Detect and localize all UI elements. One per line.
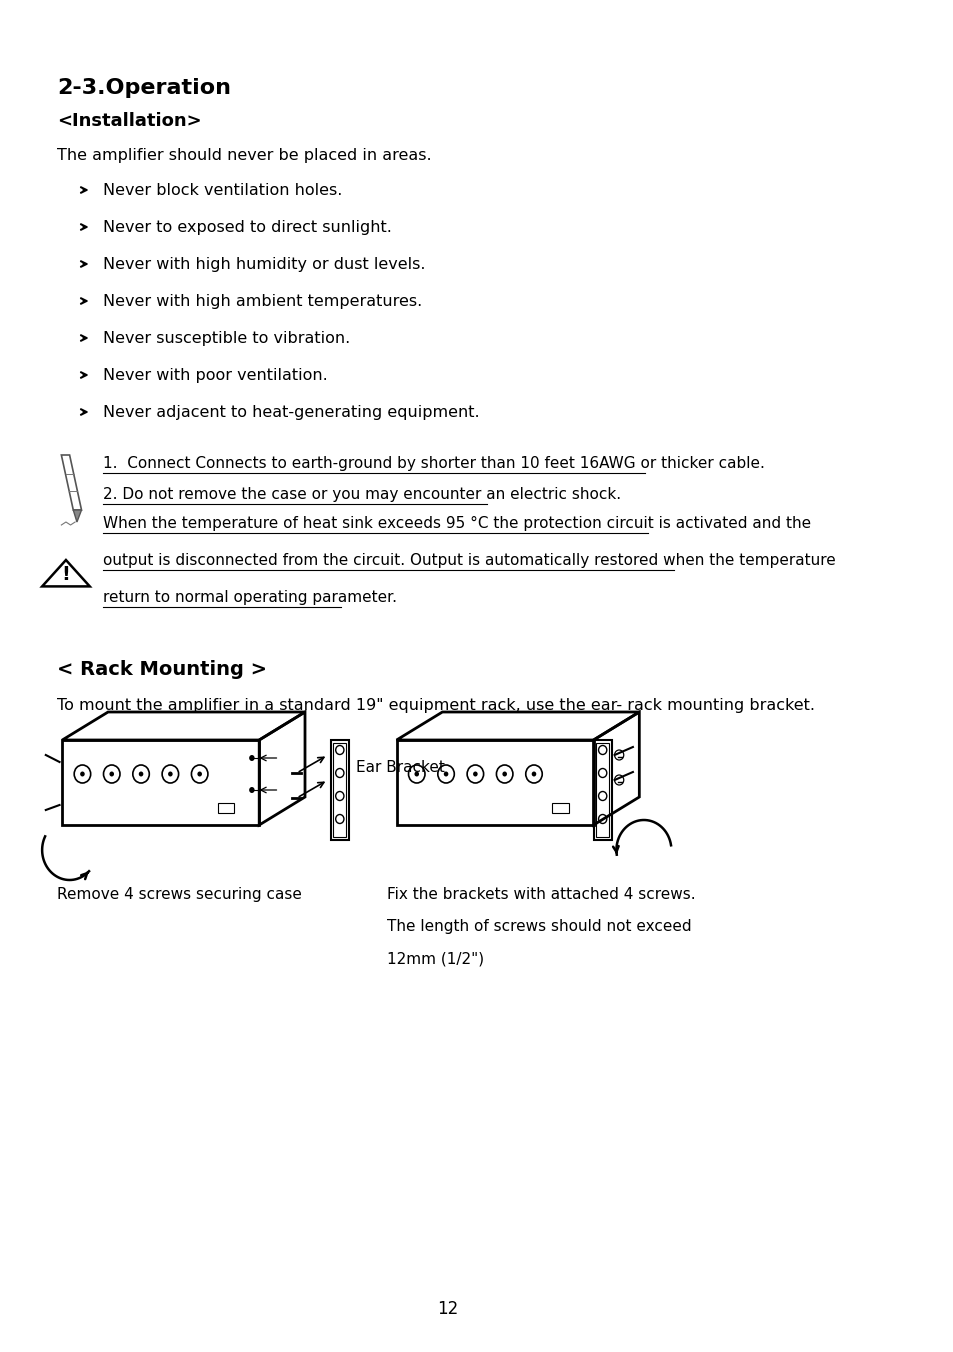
Text: Never with high ambient temperatures.: Never with high ambient temperatures.	[103, 293, 421, 310]
Bar	[331, 740, 349, 840]
Text: !: !	[61, 565, 71, 584]
Text: Never susceptible to vibration.: Never susceptible to vibration.	[103, 331, 350, 346]
Text: Never with high humidity or dust levels.: Never with high humidity or dust levels.	[103, 257, 425, 272]
Text: To mount the amplifier in a standard 19" equipment rack, use the ear- rack mount: To mount the amplifier in a standard 19"…	[57, 698, 814, 713]
Text: Never with poor ventilation.: Never with poor ventilation.	[103, 368, 327, 383]
Circle shape	[168, 772, 172, 776]
Circle shape	[249, 787, 254, 794]
Circle shape	[414, 772, 418, 776]
Bar	[333, 744, 346, 837]
Text: 12mm (1/2"): 12mm (1/2")	[387, 950, 484, 965]
Text: 12: 12	[436, 1301, 457, 1318]
Circle shape	[502, 772, 506, 776]
Text: Never adjacent to heat-generating equipment.: Never adjacent to heat-generating equipm…	[103, 406, 478, 420]
Text: return to normal operating parameter.: return to normal operating parameter.	[103, 589, 396, 604]
Text: Remove 4 screws securing case: Remove 4 screws securing case	[57, 887, 301, 902]
Text: The amplifier should never be placed in areas.: The amplifier should never be placed in …	[57, 147, 431, 164]
Circle shape	[80, 772, 85, 776]
Text: < Rack Mounting >: < Rack Mounting >	[57, 660, 267, 679]
Bar	[218, 803, 234, 813]
Circle shape	[110, 772, 114, 776]
Text: 2. Do not remove the case or you may encounter an electric shock.: 2. Do not remove the case or you may enc…	[103, 487, 620, 502]
Text: Never block ventilation holes.: Never block ventilation holes.	[103, 183, 341, 197]
Circle shape	[138, 772, 143, 776]
Circle shape	[473, 772, 477, 776]
Circle shape	[531, 772, 536, 776]
Text: When the temperature of heat sink exceeds 95 °C the protection circuit is activa: When the temperature of heat sink exceed…	[103, 516, 810, 531]
Text: 2-3.Operation: 2-3.Operation	[57, 78, 231, 97]
Circle shape	[443, 772, 448, 776]
Text: Ear Bracket: Ear Bracket	[355, 760, 445, 775]
Circle shape	[197, 772, 202, 776]
Circle shape	[249, 754, 254, 761]
Text: The length of screws should not exceed: The length of screws should not exceed	[387, 919, 691, 934]
Bar	[593, 740, 611, 840]
Text: 1.  Connect Connects to earth-ground by shorter than 10 feet 16AWG or thicker ca: 1. Connect Connects to earth-ground by s…	[103, 456, 763, 470]
Text: <Installation>: <Installation>	[57, 112, 201, 130]
Bar	[596, 744, 608, 837]
Text: Fix the brackets with attached 4 screws.: Fix the brackets with attached 4 screws.	[387, 887, 696, 902]
Polygon shape	[73, 510, 81, 522]
Text: output is disconnected from the circuit. Output is automatically restored when t: output is disconnected from the circuit.…	[103, 553, 835, 568]
Text: Never to exposed to direct sunlight.: Never to exposed to direct sunlight.	[103, 220, 391, 235]
Bar	[552, 803, 568, 813]
